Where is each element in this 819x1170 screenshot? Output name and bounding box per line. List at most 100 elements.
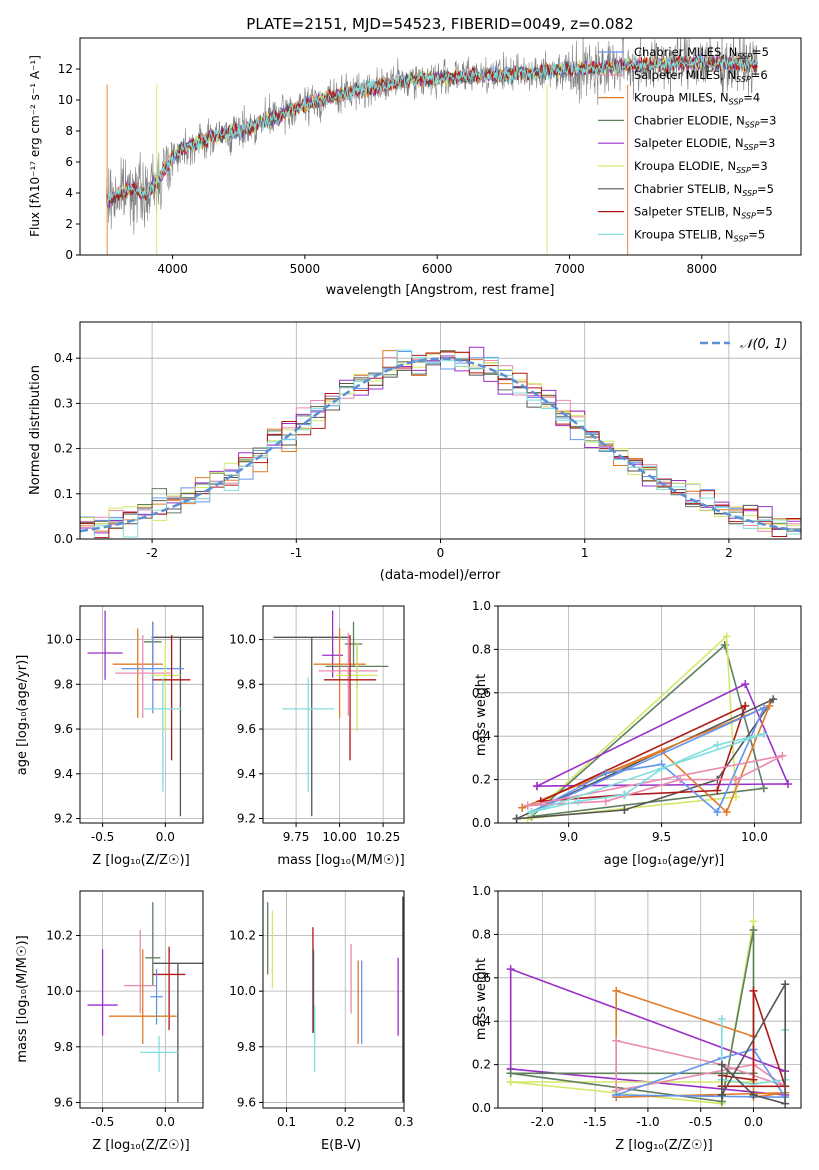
- y-tick-label: 0.0: [472, 1101, 491, 1115]
- y-tick-label: 9.8: [54, 1040, 73, 1054]
- x-tick-label: 0.2: [336, 1115, 355, 1129]
- x-tick-label: 9.0: [559, 830, 578, 844]
- mass-vs-ebv-xlabel: E(B-V): [321, 1138, 361, 1153]
- plot-clip: [267, 896, 404, 1103]
- weight-series-line: [510, 921, 755, 1105]
- errorbar-point: [123, 929, 157, 1014]
- y-tick-label: 9.6: [54, 1095, 73, 1109]
- x-tick-label: -1.0: [636, 1115, 659, 1129]
- y-tick-label: 10.0: [229, 984, 256, 998]
- x-tick-label: 0.1: [277, 1115, 296, 1129]
- weight-point-marker: [731, 775, 740, 784]
- weight-point-marker: [506, 1069, 515, 1078]
- weight-point-marker: [749, 1075, 758, 1084]
- residuals-xlabel: (data-model)/error: [380, 568, 501, 583]
- mass-vs-Z-xlabel: Z [log₁₀(Z/Z☉)]: [92, 1138, 189, 1153]
- spectrum-ylabel: Flux [fλ10⁻¹⁷ erg cm⁻² s⁻¹ A⁻¹]: [28, 55, 42, 237]
- weight-point-marker: [722, 632, 731, 641]
- y-tick-label: 0.6: [472, 971, 491, 985]
- weight-point-marker: [722, 808, 731, 817]
- errorbar-point: [344, 621, 363, 667]
- x-tick-label: -0.5: [689, 1115, 712, 1129]
- errorbar-point: [282, 677, 335, 792]
- weight-point-marker: [612, 1036, 621, 1045]
- spectrum-xlabel: wavelength [Angstrom, rest frame]: [326, 283, 555, 298]
- age-vs-Z-ylabel: age [log₁₀(age/yr)]: [15, 655, 30, 776]
- errorbar-point: [318, 632, 378, 716]
- legend-label: 𝒩(0, 1): [740, 337, 787, 352]
- axes-frame: [497, 890, 802, 1109]
- errorbar-point: [108, 949, 177, 1045]
- weight-series-line: [531, 706, 766, 814]
- y-tick-label: 0.1: [54, 487, 73, 501]
- age-vs-Z-panel: -0.5 0.09.29.49.69.810.0 Z [log₁₀(Z/Z☉)] …: [15, 605, 204, 868]
- y-tick-label: 9.6: [237, 722, 256, 736]
- errorbar-point: [323, 635, 377, 761]
- weight-point-marker: [620, 790, 629, 799]
- weight-point-marker: [713, 808, 722, 817]
- histogram-step-line: [80, 351, 801, 539]
- y-tick-label: 0.8: [472, 927, 491, 941]
- weight-series-line: [540, 704, 747, 803]
- y-tick-label: 9.2: [54, 812, 73, 826]
- plot-clip: [87, 610, 203, 817]
- weight-point-marker: [536, 797, 545, 806]
- weight-point-marker: [741, 701, 750, 710]
- weight-point-marker: [518, 803, 527, 812]
- y-tick-label: 0.0: [54, 532, 73, 546]
- legend-label: Salpeter STELIB, NSSP=5: [634, 205, 773, 221]
- plot-clip: [512, 632, 792, 823]
- mass-vs-ebv-panel: 0.1 0.2 0.3 9.6 9.8 10.0 10.2 E(B-V): [229, 890, 414, 1153]
- age-vs-mass-panel: 9.75 10.00 10.25 9.2 9.4 9.6 9.8 10.0 mass [log…: [229, 605, 405, 868]
- legend-label: Salpeter MILES, NSSP=6: [634, 68, 768, 84]
- residuals-legend: 𝒩(0, 1): [700, 337, 787, 352]
- y-tick-label: 10.0: [229, 633, 256, 647]
- y-tick-label: 0.3: [54, 396, 73, 410]
- errorbar-point: [152, 946, 186, 1031]
- y-tick-label: 0: [65, 248, 73, 262]
- axes-frame: [262, 605, 405, 824]
- y-tick-label: 9.4: [54, 767, 73, 781]
- weight-series-line: [721, 981, 786, 1105]
- weight-point-marker: [713, 786, 722, 795]
- errorbar-point: [273, 636, 351, 817]
- residuals-panel: -2 -1 0 1 2 0.0 0.1 0.2 0.3 0.4 𝒩(0, 1) (data-mode…: [28, 321, 802, 583]
- legend-label: Kroupa STELIB, NSSP=5: [634, 227, 765, 243]
- weight-point-marker: [769, 695, 778, 704]
- weight-point-marker: [512, 814, 521, 823]
- y-tick-label: 10.0: [46, 633, 73, 647]
- y-tick-label: 0.4: [54, 351, 73, 365]
- weight-point-marker: [749, 917, 758, 926]
- legend-label: Chabrier ELODIE, NSSP=3: [634, 113, 776, 129]
- grid: [263, 891, 405, 1108]
- weight-vs-age-xlabel: age [log₁₀(age/yr)]: [604, 853, 725, 868]
- y-tick-label: 6: [65, 155, 73, 169]
- errorbar-point: [150, 641, 181, 732]
- weight-point-marker: [620, 805, 629, 814]
- legend-label: Chabrier MILES, NSSP=5: [634, 45, 769, 61]
- errorbar-point: [140, 1035, 178, 1072]
- axes-frame: [79, 890, 204, 1109]
- y-tick-label: 0.4: [472, 1014, 491, 1028]
- weight-point-marker: [741, 680, 750, 689]
- weight-point-marker: [749, 926, 758, 935]
- weight-vs-age-ylabel: mass weight: [474, 674, 489, 756]
- weight-point-marker: [573, 797, 582, 806]
- age-vs-mass-xlabel: mass [log₁₀(M/M☉)]: [277, 853, 404, 868]
- y-tick-label: 0.4: [472, 729, 491, 743]
- plot-clip: [87, 902, 203, 1103]
- x-tick-label: 5000: [290, 262, 321, 276]
- errorbar-point: [87, 610, 123, 680]
- weight-point-marker: [601, 797, 610, 806]
- weight-point-marker: [676, 775, 685, 784]
- y-tick-label: 0.0: [472, 816, 491, 830]
- x-tick-label: -2.0: [531, 1115, 554, 1129]
- grid: [498, 605, 801, 824]
- y-tick-label: 9.6: [237, 1095, 256, 1109]
- weight-vs-Z-xlabel: Z [log₁₀(Z/Z☉)]: [615, 1138, 712, 1153]
- errorbar-point: [336, 641, 378, 732]
- x-tick-label: 0: [437, 546, 445, 560]
- x-tick-label: -2: [146, 546, 158, 560]
- x-tick-label: 10.25: [366, 830, 400, 844]
- weight-point-marker: [601, 769, 610, 778]
